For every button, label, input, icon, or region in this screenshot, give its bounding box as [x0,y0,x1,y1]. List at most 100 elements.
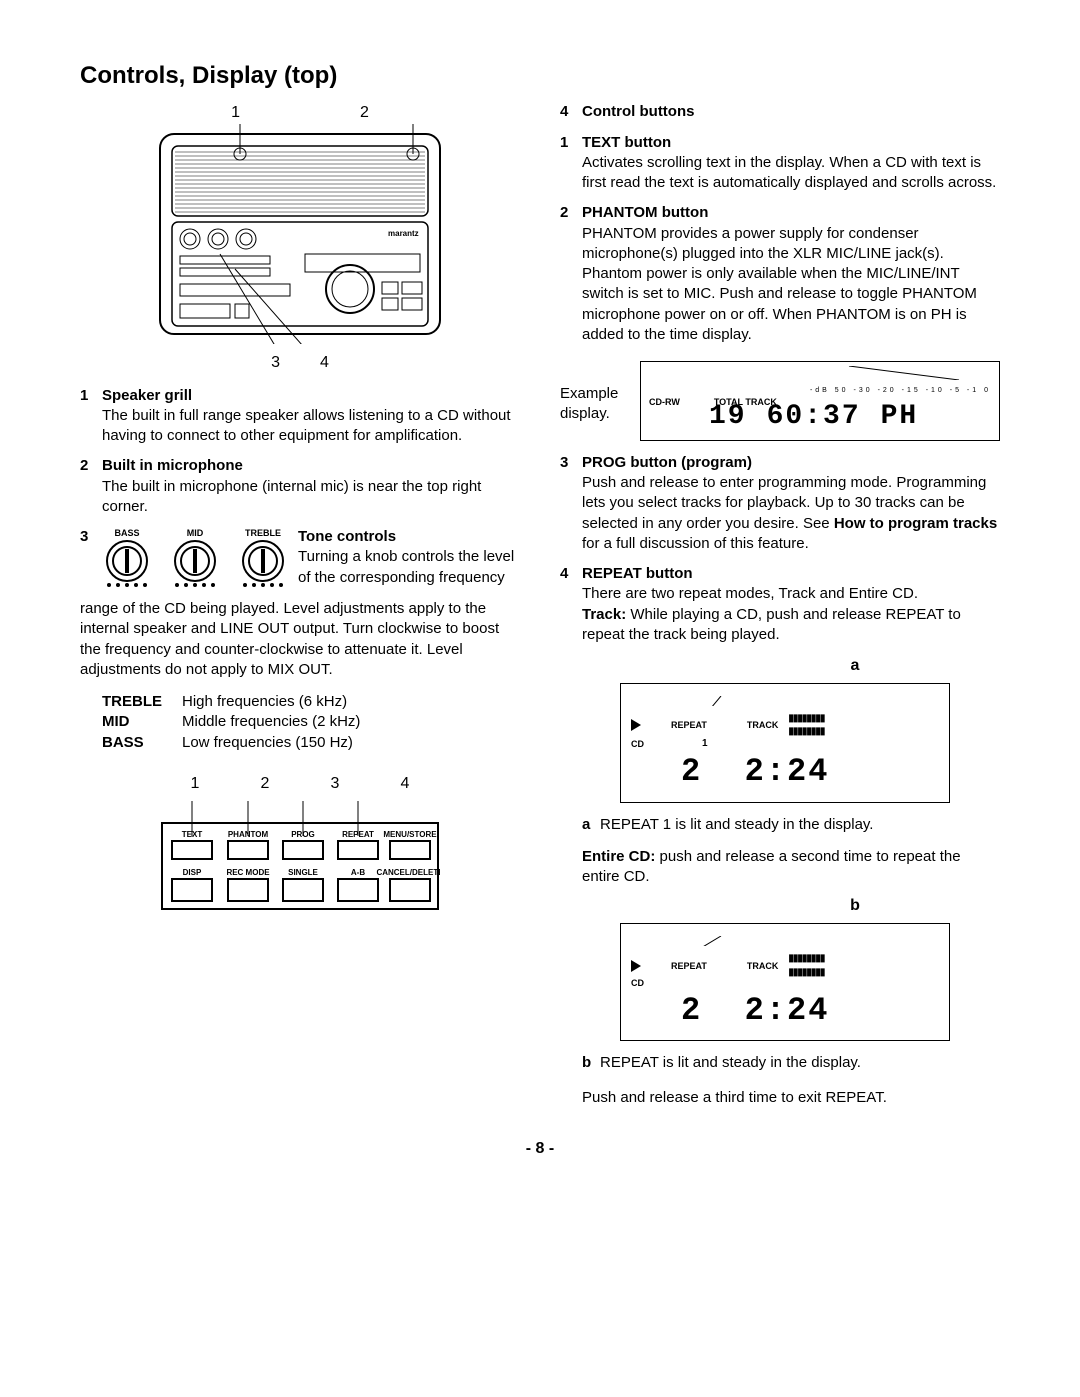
svg-text:TEXT: TEXT [182,830,203,839]
btn-callout: 3 [331,773,340,795]
meter-scale: -dB 50 -30 -20 -15 -10 -5 -1 0 [810,386,991,395]
display-b-letter: b [710,895,1000,917]
item-text: PHANTOM provides a power supply for cond… [582,225,977,343]
cd-label: CD [631,977,644,989]
item-title: Speaker grill [102,387,192,404]
item-number: 3 [560,453,582,554]
inline-bold: How to program tracks [834,515,997,532]
svg-text:PHANTOM: PHANTOM [228,830,269,839]
item-text-button: 1 TEXT button Activates scrolling text i… [560,133,1000,194]
cd-label: CD [631,738,644,750]
item-repeat-button: 4 REPEAT button There are two repeat mod… [560,564,1000,645]
button-panel: 1 2 3 4 TEXTPHANTOMPROGREPEATMENU/STORE [160,773,440,917]
track-value: 2 [681,992,702,1029]
device-illustration: marantz [150,124,450,344]
callout-3: 3 [271,352,280,374]
tone-text-b: range of the CD being played. Level adju… [80,599,520,680]
display-a: REPEAT TRACK ▮▮▮▮▮▮▮▮▮▮▮▮▮▮▮▮ CD 1 2 2:2… [620,683,950,803]
track-value: 2 [681,753,702,790]
btn-callout: 2 [261,773,270,795]
display-b-note: bREPEAT is lit and steady in the display… [582,1053,1000,1073]
callout-line [631,696,939,706]
item-phantom-button: 2 PHANTOM button PHANTOM provides a powe… [560,203,1000,345]
item-speaker-grill: 1 Speaker grill The built in full range … [80,386,520,447]
heading-control-buttons: 4 Control buttons [560,102,1000,122]
item-title: Built in microphone [102,457,243,474]
repeat-label: REPEAT [671,719,707,731]
callout-1: 1 [231,102,240,124]
item-number: 4 [560,102,582,122]
example-label: Example display. [560,384,630,425]
item-title: PROG button (program) [582,454,752,471]
knob-icon [170,539,220,589]
repeat-one: 1 [702,737,708,751]
item-builtin-mic: 2 Built in microphone The built in micro… [80,456,520,517]
note-text: REPEAT 1 is lit and steady in the displa… [600,816,873,833]
item-text: The built in full range speaker allows l… [102,407,511,444]
track-bold: Track: [582,606,626,623]
ph-indicator: PH [881,398,919,436]
track-text: While playing a CD, push and release REP… [582,606,961,643]
item-number: 3 [80,527,102,589]
button-panel-svg: TEXTPHANTOMPROGREPEATMENU/STORE DISPREC … [160,801,440,911]
item-number: 2 [560,203,582,345]
display-b: REPEAT TRACK ▮▮▮▮▮▮▮▮▮▮▮▮▮▮▮▮ CD 2 2:24 [620,923,950,1042]
item-text: There are two repeat modes, Track and En… [582,585,918,602]
right-column: 4 Control buttons 1 TEXT button Activate… [560,102,1000,1108]
item-title: REPEAT button [582,565,693,582]
item-prog-button: 3 PROG button (program) Push and release… [560,453,1000,554]
entire-cd-bold: Entire CD: [582,848,655,865]
knob-label-treble: TREBLE [238,527,288,539]
track-label: TRACK [747,960,779,972]
cdrw-label: CD-RW [649,396,680,408]
tone-text-a: Turning a knob controls the level of the… [298,548,514,585]
device-top-callouts: 1 2 [80,102,520,124]
time-value: 60:37 [767,398,861,436]
note-letter: b [582,1053,600,1073]
display-a-letter: a [710,655,1000,677]
note-text: REPEAT is lit and steady in the display. [600,1054,861,1071]
svg-text:PROG: PROG [291,830,315,839]
knob-label-mid: MID [170,527,220,539]
device-bottom-callouts: 3 4 [80,352,520,374]
btn-callout: 1 [191,773,200,795]
note-letter: a [582,815,600,835]
knob-label-bass: BASS [102,527,152,539]
play-icon [631,719,641,731]
svg-text:REC MODE: REC MODE [226,868,270,877]
svg-text:MENU/STORE: MENU/STORE [383,830,437,839]
meter-bars: ▮▮▮▮▮▮▮▮▮▮▮▮▮▮▮▮ [788,712,824,739]
freq-table: TREBLEHigh frequencies (6 kHz) MIDMiddle… [102,692,520,753]
item-title: Tone controls [298,528,396,545]
repeat-label: REPEAT [671,960,707,972]
callout-line [649,366,991,380]
svg-text:SINGLE: SINGLE [288,868,318,877]
display-a-note: aREPEAT 1 is lit and steady in the displ… [582,815,1000,835]
item-text: Activates scrolling text in the display.… [582,154,996,191]
track-value: 19 [709,398,747,436]
entire-cd-note: Entire CD: push and release a second tim… [582,847,1000,888]
freq-label: BASS [102,733,182,753]
freq-value: High frequencies (6 kHz) [182,692,347,712]
item-number: 1 [80,386,102,447]
item-text-after: for a full discussion of this feature. [582,535,809,552]
svg-text:DISP: DISP [183,868,202,877]
item-number: 1 [560,133,582,194]
item-title: PHANTOM button [582,204,708,221]
example-lcd: -dB 50 -30 -20 -15 -10 -5 -1 0 CD-RW TOT… [640,361,1000,441]
time-value: 2:24 [745,992,830,1029]
track-label: TRACK [747,719,779,731]
item-title: TEXT button [582,134,671,151]
freq-label: MID [102,712,182,732]
freq-value: Low frequencies (150 Hz) [182,733,353,753]
item-number: 2 [80,456,102,517]
left-column: 1 2 [80,102,520,1108]
item-title: Control buttons [582,103,694,120]
meter-bars: ▮▮▮▮▮▮▮▮▮▮▮▮▮▮▮▮ [788,952,824,979]
svg-text:marantz: marantz [388,229,419,238]
svg-text:A-B: A-B [351,868,365,877]
knob-icon [102,539,152,589]
item-tone-controls: 3 BASS MID TREBLE [80,527,520,589]
btn-callout: 4 [401,773,410,795]
callout-4: 4 [320,352,329,374]
